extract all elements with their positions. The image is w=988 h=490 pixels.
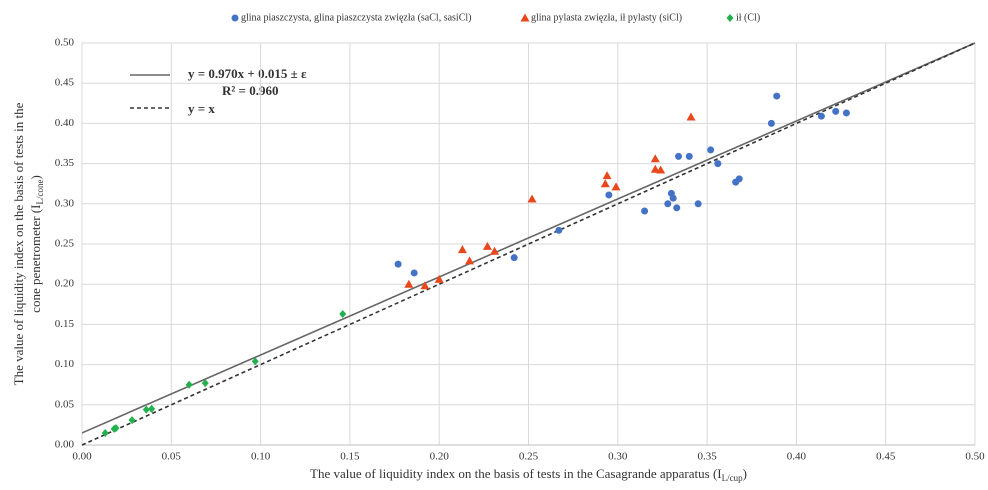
point (773, 92, 781, 100)
x-tick-label: 0.40 (787, 451, 807, 463)
y-tick-label: 0.50 (55, 37, 75, 49)
point (686, 112, 696, 121)
point (641, 207, 649, 215)
y-label-line: cone penetrometer (IL/cone) (28, 175, 45, 313)
legend-label: glina pylasta zwięzła, ił pylasty (siCl) (531, 12, 682, 23)
x-tick-label: 0.15 (340, 451, 360, 463)
point (650, 164, 660, 173)
y-tick-label: 0.40 (55, 117, 75, 129)
x-label-text: The value of liquidity index on the basi… (310, 466, 722, 481)
y-tick-label: 0.25 (55, 238, 75, 250)
point (842, 109, 850, 117)
point (490, 246, 500, 255)
y-tick-label: 0.05 (55, 398, 75, 410)
point (434, 274, 444, 283)
fit-line (81, 42, 976, 446)
point (650, 154, 660, 163)
point (605, 191, 613, 199)
point (611, 182, 621, 191)
point (185, 380, 193, 389)
point (735, 175, 743, 183)
y-label-end: ) (28, 175, 43, 179)
point (339, 309, 347, 318)
point (527, 194, 537, 203)
point (714, 160, 722, 168)
x-tick-label: 0.00 (72, 451, 92, 463)
x-tick-label: 0.25 (519, 451, 539, 463)
point (555, 226, 563, 234)
y-axis-label: The value of liquidity index on the basi… (11, 102, 45, 385)
x-tick-label: 0.10 (251, 451, 271, 463)
legend-marker (520, 13, 530, 22)
point (128, 416, 136, 425)
x-label-end: ) (743, 466, 747, 481)
point (685, 152, 693, 160)
y-tick-label: 0.00 (55, 439, 75, 451)
legend-label: glina piaszczysta, glina piaszczysta zwi… (241, 12, 471, 23)
y-tick-label: 0.15 (55, 318, 75, 330)
x-tick-label: 0.05 (162, 451, 182, 463)
point (101, 428, 109, 437)
point (817, 112, 825, 120)
point (675, 152, 683, 160)
y-label-text: cone penetrometer (I (28, 205, 43, 313)
point (602, 171, 612, 180)
point (420, 281, 430, 290)
y-label-sub: L/cone (35, 180, 45, 205)
x-tick-label: 0.20 (430, 451, 450, 463)
r-squared: R² = 0.960 (222, 83, 278, 98)
y-tick-label: 0.30 (55, 197, 75, 209)
point (404, 279, 414, 288)
x-tick-label: 0.35 (697, 451, 717, 463)
point (510, 254, 518, 262)
y-tick-label: 0.10 (55, 358, 75, 370)
x-tick-label: 0.30 (608, 451, 628, 463)
point (673, 204, 681, 212)
point (767, 119, 775, 127)
point (600, 179, 610, 188)
point (394, 260, 402, 268)
legend-marker (726, 14, 734, 22)
point (656, 165, 666, 174)
x-axis-label: The value of liquidity index on the basi… (310, 466, 747, 483)
legend-label: ił (Cl) (736, 12, 760, 23)
y-tick-label: 0.20 (55, 278, 75, 290)
point (707, 146, 715, 154)
y-tick-label: 0.35 (55, 157, 75, 169)
point (142, 405, 150, 414)
y-tick-label: 0.45 (55, 77, 75, 89)
point (694, 200, 702, 208)
x-tick-label: 0.45 (876, 451, 896, 463)
identity-label: y = x (188, 101, 215, 116)
y-label-line: The value of liquidity index on the basi… (11, 102, 26, 385)
point (410, 269, 418, 277)
point (112, 424, 120, 433)
fit-line (81, 42, 976, 434)
point (201, 379, 209, 388)
point (664, 200, 672, 208)
point (457, 245, 467, 254)
point (148, 404, 156, 413)
x-tick-label: 0.50 (965, 451, 985, 463)
point (251, 357, 259, 366)
regression-label: y = 0.970x + 0.015 ± ε (188, 66, 307, 81)
x-label-sub: L/cup (722, 473, 743, 483)
point (669, 194, 677, 202)
point (465, 256, 475, 265)
point (832, 107, 840, 115)
legend-marker (231, 14, 239, 22)
point (482, 241, 492, 250)
